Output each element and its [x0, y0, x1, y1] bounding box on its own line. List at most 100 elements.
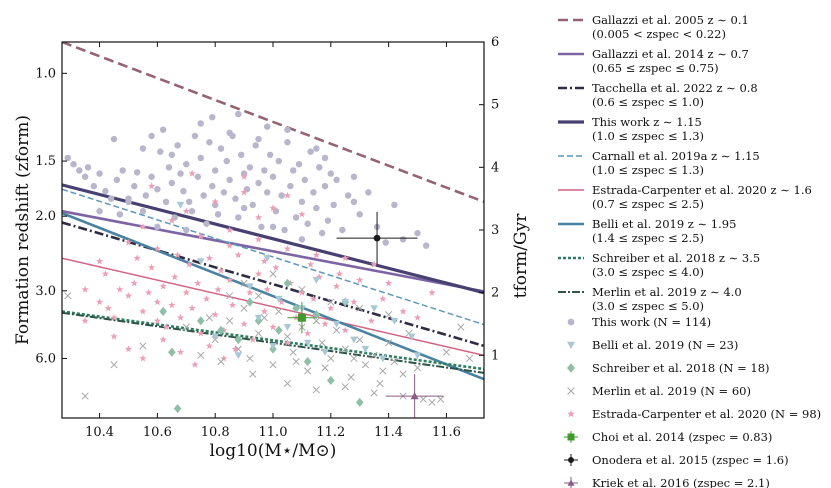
this-work-point	[64, 154, 72, 162]
estrada-point	[283, 245, 292, 252]
merlin-point	[81, 392, 89, 400]
merlin-point	[333, 326, 341, 334]
merlin-point	[327, 354, 335, 363]
merlin-point	[205, 314, 213, 322]
estrada-point	[226, 241, 234, 249]
estrada-point	[283, 339, 292, 346]
z-tick-label: 1.0	[35, 66, 56, 81]
estrada-point	[162, 323, 170, 331]
legend-series-label: Belli et al. 2019 (N = 23)	[592, 338, 738, 352]
estrada-point	[191, 360, 199, 368]
merlin-point	[234, 345, 242, 353]
legend-marker	[567, 318, 575, 326]
estrada-point	[159, 282, 167, 290]
estrada-point	[182, 207, 190, 215]
this-work-point	[232, 195, 239, 202]
merlin-point	[240, 279, 248, 287]
estrada-point	[309, 295, 318, 302]
special-point-1	[297, 313, 306, 322]
estrada-point	[153, 317, 161, 324]
merlin-point	[361, 361, 370, 369]
merlin-point	[318, 339, 326, 347]
schreiber-point	[327, 375, 335, 385]
estrada-point	[188, 169, 196, 177]
this-work-point	[255, 179, 262, 187]
legend-line-range: (1.0 ≤ zspec ≤ 1.3)	[592, 129, 704, 143]
t-tick-label: 3	[491, 223, 499, 238]
estrada-point	[240, 188, 248, 196]
this-work-point	[313, 145, 320, 152]
estrada-point	[153, 245, 161, 252]
this-work-point	[119, 167, 126, 174]
estrada-point	[260, 307, 268, 315]
legend: Gallazzi et al. 2005 z ∼ 0.1(0.005 < zsp…	[558, 13, 821, 488]
this-work-point	[194, 173, 202, 180]
this-work-point	[139, 207, 147, 215]
this-work-point	[246, 164, 254, 171]
z-tick-label: 2.0	[35, 209, 56, 224]
this-work-point	[226, 129, 233, 137]
this-work-point	[382, 239, 389, 246]
merlin-point	[304, 367, 312, 375]
this-work-point	[133, 169, 141, 176]
estrada-point	[315, 273, 323, 281]
axes: 10.4 10.6 10.8 11.0 11.2 11.4 11.6 1.0 1.5 2.0 3.0…	[35, 35, 499, 440]
this-work-point	[252, 142, 259, 149]
estrada-point	[356, 276, 364, 284]
schreiber-point	[217, 325, 225, 335]
estrada-point	[312, 251, 320, 259]
estrada-point	[228, 301, 237, 309]
this-work-point	[191, 132, 199, 140]
x-tick-label: 11.4	[374, 425, 403, 440]
belli-point	[234, 352, 243, 360]
this-work-point	[304, 220, 311, 227]
legend-marker	[568, 457, 574, 463]
estrada-point	[327, 304, 335, 312]
legend-line-range: (1.0 ≤ zspec ≤ 1.3)	[592, 163, 704, 177]
legend-marker	[567, 479, 575, 486]
this-work-point	[350, 198, 358, 206]
merlin-point	[437, 395, 445, 403]
legend-special-label: Choi et al. 2014 (zspec = 0.83)	[592, 430, 772, 444]
schreiber-point	[355, 397, 364, 407]
trend-line-1	[62, 42, 484, 204]
legend-line-label: Tacchella et al. 2022 z ∼ 0.8	[592, 81, 758, 95]
belli-point	[332, 320, 341, 328]
this-work-point	[206, 139, 213, 146]
this-work-point	[154, 186, 161, 193]
estrada-point	[176, 313, 185, 321]
estrada-point	[399, 307, 407, 315]
estrada-point	[272, 263, 280, 271]
estrada-point	[217, 266, 225, 274]
x-tick-label: 10.4	[85, 425, 114, 440]
estrada-point	[246, 288, 254, 296]
estrada-point	[133, 254, 141, 262]
this-work-point	[162, 198, 170, 206]
merlin-point	[350, 354, 358, 363]
legend-series-label: Schreiber et al. 2018 (N = 18)	[592, 361, 770, 375]
trend-line-4	[62, 183, 484, 295]
estrada-point	[185, 260, 193, 268]
this-work-point	[148, 173, 155, 180]
estrada-point	[254, 235, 263, 243]
merlin-point	[428, 398, 436, 406]
merlin-point	[240, 304, 248, 312]
this-work-point	[414, 229, 421, 237]
this-work-point	[159, 126, 167, 133]
legend-marker	[567, 410, 575, 418]
y-axis-title-left: Formation redshift (zform)	[13, 115, 33, 345]
estrada-point	[159, 335, 167, 343]
estrada-point	[168, 216, 176, 224]
this-work-point	[148, 132, 155, 140]
merlin-point	[327, 298, 335, 306]
this-work-point	[102, 187, 109, 195]
merlin-point	[260, 314, 268, 322]
legend-line-range: (0.7 ≤ zspec ≤ 2.5)	[592, 197, 704, 211]
estrada-point	[148, 263, 156, 271]
legend-line-label: Gallazzi et al. 2005 z ∼ 0.1	[592, 13, 749, 27]
schreiber-point	[234, 335, 243, 345]
estrada-point	[96, 298, 104, 306]
this-work-point	[107, 195, 115, 202]
merlin-point	[249, 370, 257, 378]
this-work-point	[321, 154, 329, 162]
